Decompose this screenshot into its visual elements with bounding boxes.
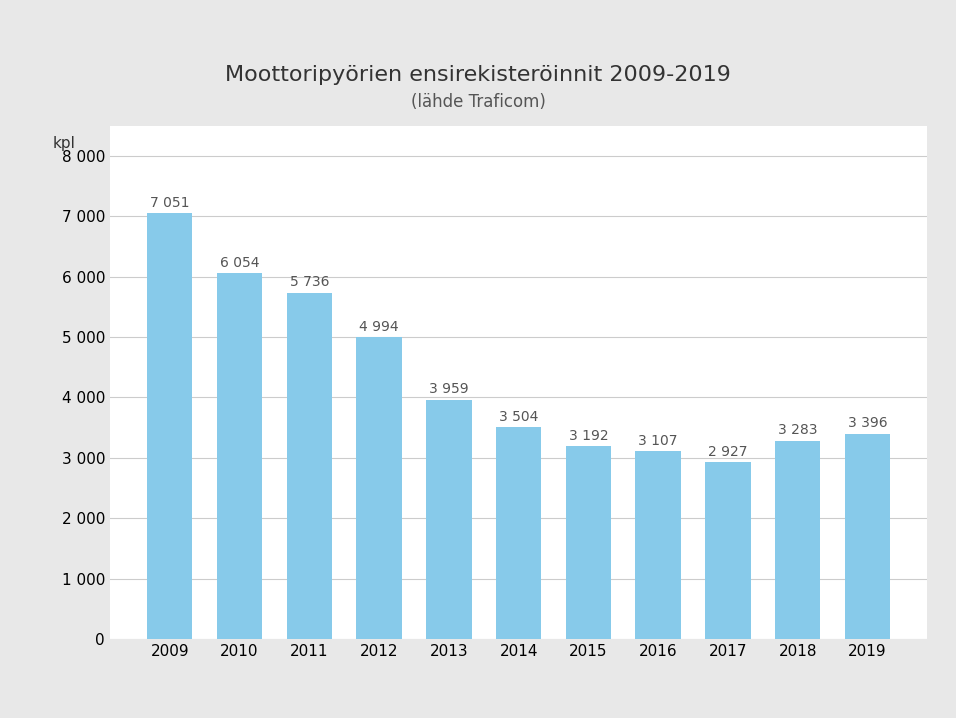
Text: kpl: kpl — [53, 136, 76, 151]
Bar — [217, 274, 262, 639]
Bar — [287, 293, 332, 639]
Text: 2 927: 2 927 — [708, 444, 748, 459]
Text: 5 736: 5 736 — [290, 275, 329, 289]
Text: 6 054: 6 054 — [220, 256, 259, 270]
Text: 3 504: 3 504 — [499, 410, 538, 424]
Text: 3 192: 3 192 — [569, 429, 608, 442]
Text: 4 994: 4 994 — [359, 320, 399, 334]
Bar — [426, 400, 471, 639]
Text: Moottoripyörien ensirekisteröinnit 2009-2019: Moottoripyörien ensirekisteröinnit 2009-… — [225, 65, 731, 85]
Bar — [706, 462, 750, 639]
Text: (lähde Traficom): (lähde Traficom) — [410, 93, 546, 111]
Bar — [775, 441, 820, 639]
Text: 3 283: 3 283 — [778, 423, 817, 437]
Bar — [357, 337, 402, 639]
Text: 3 396: 3 396 — [848, 416, 887, 430]
Bar — [566, 446, 611, 639]
Text: 3 107: 3 107 — [639, 434, 678, 448]
Text: 7 051: 7 051 — [150, 195, 189, 210]
Bar — [845, 434, 890, 639]
Bar — [496, 427, 541, 639]
Bar — [636, 452, 681, 639]
Text: 3 959: 3 959 — [429, 382, 468, 396]
Bar — [147, 213, 192, 639]
